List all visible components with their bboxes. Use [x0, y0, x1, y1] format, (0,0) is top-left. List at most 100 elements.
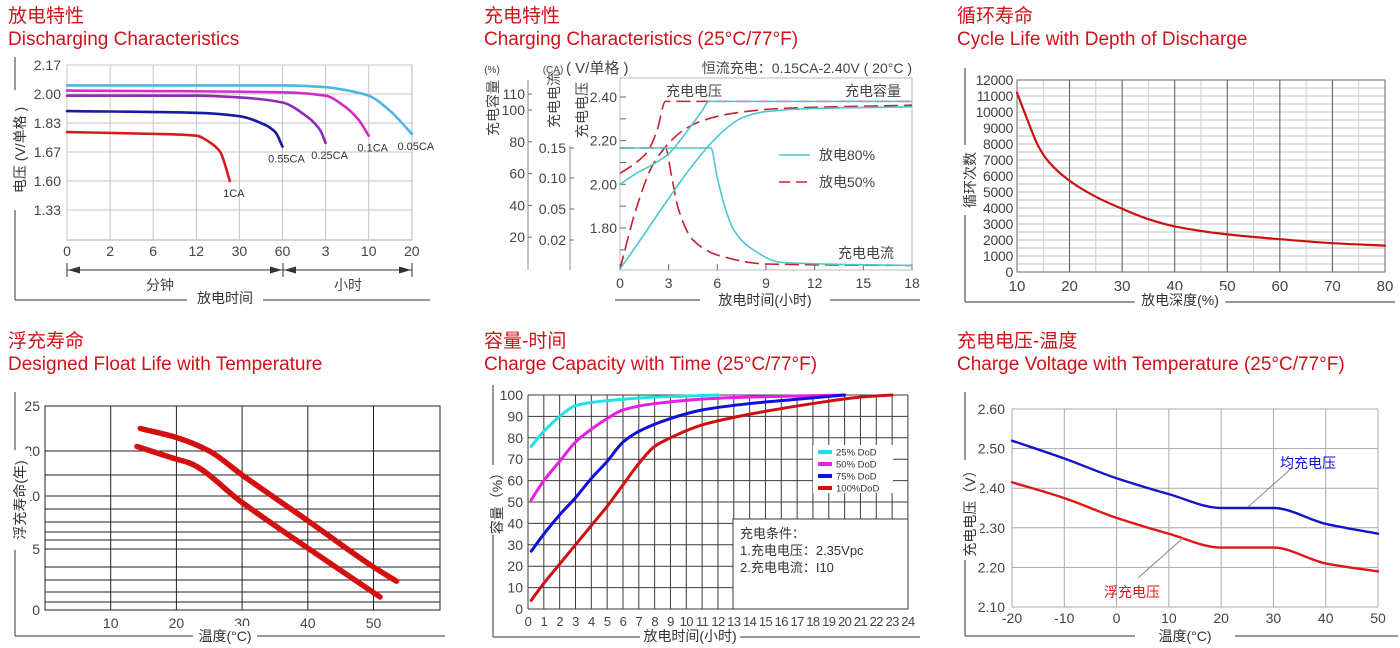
- title-cn: 放电特性: [8, 6, 85, 27]
- annotation-box: [732, 518, 909, 610]
- arrow-right-icon: [399, 266, 411, 274]
- voltage-axis-title: 充电电压: [574, 82, 590, 138]
- series-line: [529, 393, 720, 448]
- x-tick-label: 50: [366, 615, 382, 631]
- axis-title-gap: [960, 460, 980, 560]
- axis-title-gap: [187, 288, 263, 308]
- series-line: [65, 84, 414, 136]
- leader-line: [1247, 466, 1294, 508]
- x-tick-label: -20: [1002, 610, 1022, 626]
- current-curve-label: 充电电流: [838, 245, 894, 261]
- x-tick-label: 20: [1061, 278, 1078, 295]
- y-tick-label: 0: [32, 602, 40, 618]
- annotation-line: 2.充电电流：I10: [740, 560, 834, 575]
- series-label: 0.05CA: [397, 141, 434, 153]
- capacity-tick-label: 20: [509, 229, 525, 245]
- y-tick-label: 5: [32, 541, 40, 557]
- y-tick-label: 80: [507, 430, 523, 446]
- axis-title-gap: [960, 145, 980, 215]
- series-line: [1010, 439, 1380, 535]
- y-tick-label: 7000: [983, 152, 1013, 168]
- y-tick-label: 6000: [983, 168, 1013, 184]
- current-axis-title: 充电电流: [546, 72, 562, 128]
- x-tick-label: 6: [149, 243, 157, 259]
- voltage-unit: ( V/单格 ): [566, 60, 629, 77]
- x-tick-label: 13: [727, 614, 741, 629]
- plot-area: [1016, 79, 1386, 273]
- x-tick-label: 4: [588, 614, 595, 629]
- x-tick-label: 15: [856, 275, 872, 291]
- x-tick-label: 12: [189, 243, 205, 259]
- voltage-tick-label: 1.80: [590, 220, 617, 236]
- axis-title-gap: [1135, 626, 1235, 646]
- x-tick-label: 0: [616, 275, 624, 291]
- title-en: Discharging Characteristics: [8, 29, 240, 50]
- legend-label: 50% DoD: [836, 460, 877, 471]
- x-axis-title: 放电深度(%): [1141, 292, 1219, 308]
- x-tick-label: 20: [169, 615, 185, 631]
- y-tick-label: 2.50: [978, 441, 1005, 457]
- x-tick-label: 20: [838, 614, 852, 629]
- x-tick-label: 3: [665, 275, 673, 291]
- y-tick-label: 11000: [977, 88, 1014, 104]
- legend-label: 放电50%: [819, 174, 875, 190]
- y-tick-label: 8000: [983, 136, 1013, 152]
- capacity-tick-label: 60: [509, 166, 525, 182]
- title-cn: 充电特性: [484, 6, 561, 27]
- y-tick-label: 10000: [976, 104, 1014, 120]
- legend-label: 放电80%: [819, 147, 875, 163]
- y-tick-label: 60: [507, 473, 523, 489]
- x-tick-label: 60: [1272, 278, 1289, 295]
- y-tick-label: 20: [507, 558, 523, 574]
- legend-label: 100%DoD: [836, 484, 879, 495]
- x-tick-label: 17: [790, 614, 804, 629]
- x-tick-label: 11: [696, 614, 709, 629]
- series-label-float: 浮充电压: [1104, 584, 1160, 600]
- x-unit-hours-label: 小时: [334, 277, 362, 293]
- arrow-right-icon: [270, 266, 282, 274]
- title-en: Charging Characteristics (25°C/77°F): [484, 29, 799, 50]
- series-line: [65, 94, 327, 145]
- x-tick-label: 40: [300, 615, 316, 631]
- chart-title-capacity-time: 容量-时间 Charge Capacity with Time (25°C/77…: [484, 330, 817, 376]
- y-tick-label: 1000: [983, 248, 1013, 264]
- series-line: [529, 393, 894, 602]
- y-tick-label: 10: [507, 580, 523, 596]
- annotation-line: 1.充电电压：2.35Vpc: [740, 543, 864, 558]
- series-line: [1015, 91, 1387, 247]
- y-axis-title: 容量（%）: [489, 466, 505, 534]
- y-tick-label: 50: [507, 494, 523, 510]
- series-line: [65, 130, 232, 183]
- series-label: 1CA: [223, 188, 245, 200]
- axis-title-gap: [10, 90, 30, 210]
- chart-title-discharging: 放电特性 Discharging Characteristics: [8, 5, 239, 51]
- axis-title-gap: [10, 450, 30, 550]
- y-tick-label: 1.83: [34, 115, 61, 131]
- x-tick-label: 8: [651, 614, 658, 629]
- annotation-line: 充电条件：: [740, 526, 805, 541]
- x-tick-label: 20: [1213, 610, 1229, 626]
- arrow-left-icon: [68, 266, 80, 274]
- x-axis-title: 放电时间: [197, 290, 253, 306]
- x-tick-label: 1: [541, 614, 548, 629]
- y-tick-label: 2000: [983, 232, 1013, 248]
- x-axis-title: 放电时间(小时): [643, 628, 736, 644]
- series-label-equalizing: 均充电压: [1280, 455, 1336, 471]
- x-tick-label: 24: [901, 614, 915, 629]
- y-tick-label: 0: [1006, 264, 1014, 280]
- x-tick-label: 70: [1324, 278, 1341, 295]
- x-tick-label: 3: [322, 243, 330, 259]
- series-label: 0.55CA: [268, 154, 305, 166]
- y-tick-label: 2.00: [34, 86, 61, 102]
- chart-title-float-life: 浮充寿命 Designed Float Life with Temperatur…: [8, 330, 322, 376]
- y-tick-label: 25: [24, 398, 40, 414]
- series-label: 0.25CA: [311, 150, 348, 162]
- x-unit-minutes-label: 分钟: [146, 277, 174, 293]
- voltage-tick-label: 2.40: [590, 89, 617, 105]
- y-tick-label: 5000: [983, 184, 1013, 200]
- x-tick-label: 15: [759, 614, 773, 629]
- y-tick-label: 70: [507, 451, 523, 467]
- series-line-current: [619, 147, 913, 267]
- x-tick-label: 3: [572, 614, 579, 629]
- x-tick-label: 6: [620, 614, 627, 629]
